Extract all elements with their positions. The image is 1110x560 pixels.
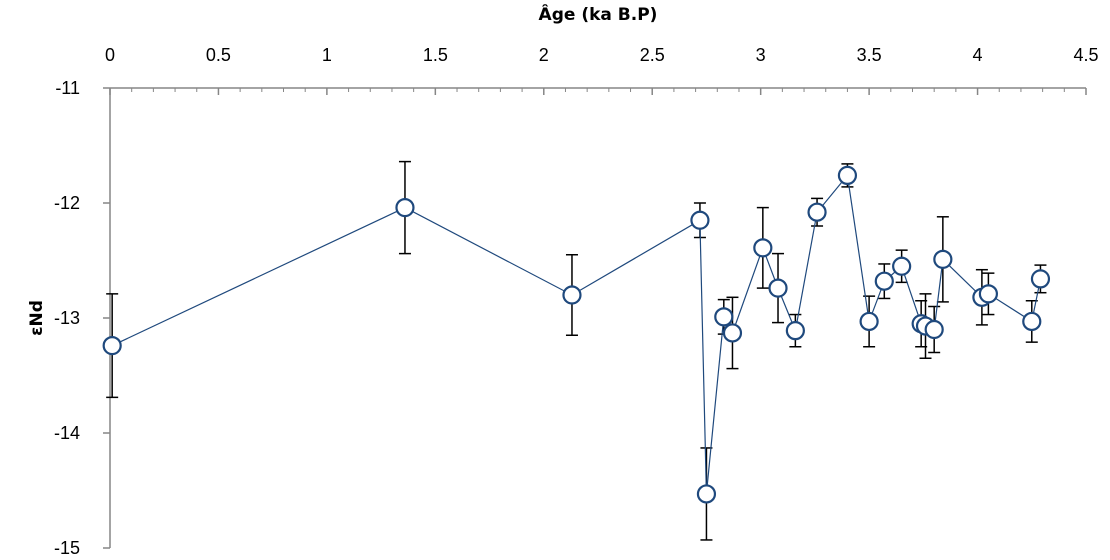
data-point <box>768 278 788 298</box>
y-axis-ticks <box>103 87 110 549</box>
x-tick-label: 2.5 <box>640 45 665 65</box>
data-point <box>102 336 122 356</box>
data-point <box>1030 269 1051 289</box>
data-point <box>859 311 879 332</box>
y-tick-label: -13 <box>54 308 80 328</box>
x-axis-title: Âge (ka B.P) <box>539 3 658 25</box>
data-point <box>696 484 717 504</box>
x-axis-ticks <box>109 88 1087 95</box>
data-points <box>102 165 1051 504</box>
x-tick-label: 1.5 <box>423 45 448 65</box>
x-tick-label: 1 <box>322 45 332 65</box>
x-tick-label: 3 <box>756 45 766 65</box>
data-point <box>785 321 805 341</box>
data-point <box>1022 311 1042 332</box>
data-point <box>874 271 894 291</box>
data-point <box>892 256 912 276</box>
y-tick-label: -14 <box>54 423 80 443</box>
x-tick-label: 2 <box>539 45 549 65</box>
error-bars <box>106 160 1047 541</box>
y-tick-label: -11 <box>55 78 80 98</box>
data-point <box>690 210 710 230</box>
x-tick-label: 0 <box>105 45 115 65</box>
data-point <box>753 238 773 258</box>
x-tick-label: 4.5 <box>1073 45 1098 65</box>
data-point <box>978 284 999 304</box>
data-point <box>837 165 858 185</box>
x-axis-tick-labels: 0 0.5 1 1.5 2 2.5 3 3.5 4 4.5 <box>105 45 1099 65</box>
y-axis-tick-labels: -11 -12 -13 -14 -15 <box>54 78 80 558</box>
y-axis-title: εNd <box>27 300 47 336</box>
data-point <box>933 249 953 269</box>
data-point <box>562 285 582 305</box>
y-tick-label: -15 <box>54 538 80 558</box>
data-point <box>924 319 944 340</box>
x-tick-label: 3.5 <box>857 45 882 65</box>
y-tick-label: -12 <box>54 193 80 213</box>
x-tick-label: 0.5 <box>206 45 231 65</box>
data-point <box>722 323 743 343</box>
x-tick-label: 4 <box>973 45 983 65</box>
data-point <box>807 202 827 222</box>
data-point <box>714 307 734 327</box>
data-point <box>395 198 415 218</box>
